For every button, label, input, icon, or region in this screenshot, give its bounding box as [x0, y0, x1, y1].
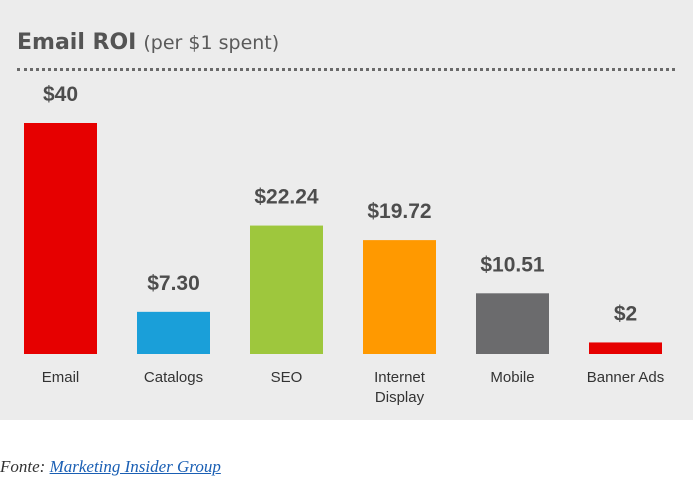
- value-label-email: $40: [43, 83, 78, 106]
- bar-seo: [250, 225, 323, 354]
- category-label-internet-display-line-1: Internet: [374, 369, 426, 386]
- source-link[interactable]: Marketing Insider Group: [49, 457, 221, 476]
- bar-chart: $40 Email $7.30 Catalogs $22.24 SEO $19.72 Inte…: [24, 83, 665, 406]
- category-label-mobile: Mobile: [490, 369, 534, 386]
- bar-mobile: [476, 293, 549, 354]
- category-label-email: Email: [42, 369, 80, 386]
- bar-internet-display: [363, 240, 436, 354]
- chart-panel: Email ROI (per $1 spent): [0, 0, 693, 420]
- category-label-catalogs: Catalogs: [144, 369, 203, 386]
- chart-title: Email ROI (per $1 spent): [17, 30, 279, 55]
- category-label-banner-ads: Banner Ads: [587, 369, 665, 386]
- value-label-banner-ads: $2: [614, 302, 637, 325]
- value-label-internet-display: $19.72: [367, 200, 431, 223]
- bar-banner-ads: [589, 342, 662, 354]
- source-line: Fonte: Marketing Insider Group: [0, 457, 221, 477]
- source-prefix: Fonte:: [0, 457, 46, 476]
- value-label-catalogs: $7.30: [147, 272, 200, 295]
- category-label-seo: SEO: [271, 369, 303, 386]
- value-label-mobile: $10.51: [480, 253, 545, 276]
- value-label-seo: $22.24: [254, 186, 319, 209]
- bar-email: [24, 123, 97, 354]
- dotted-divider: [17, 68, 675, 71]
- chart-title-main: Email ROI: [17, 30, 137, 55]
- bar-catalogs: [137, 311, 210, 354]
- chart-title-subtitle: (per $1 spent): [143, 32, 280, 54]
- category-label-internet-display-line-2: Display: [375, 389, 425, 406]
